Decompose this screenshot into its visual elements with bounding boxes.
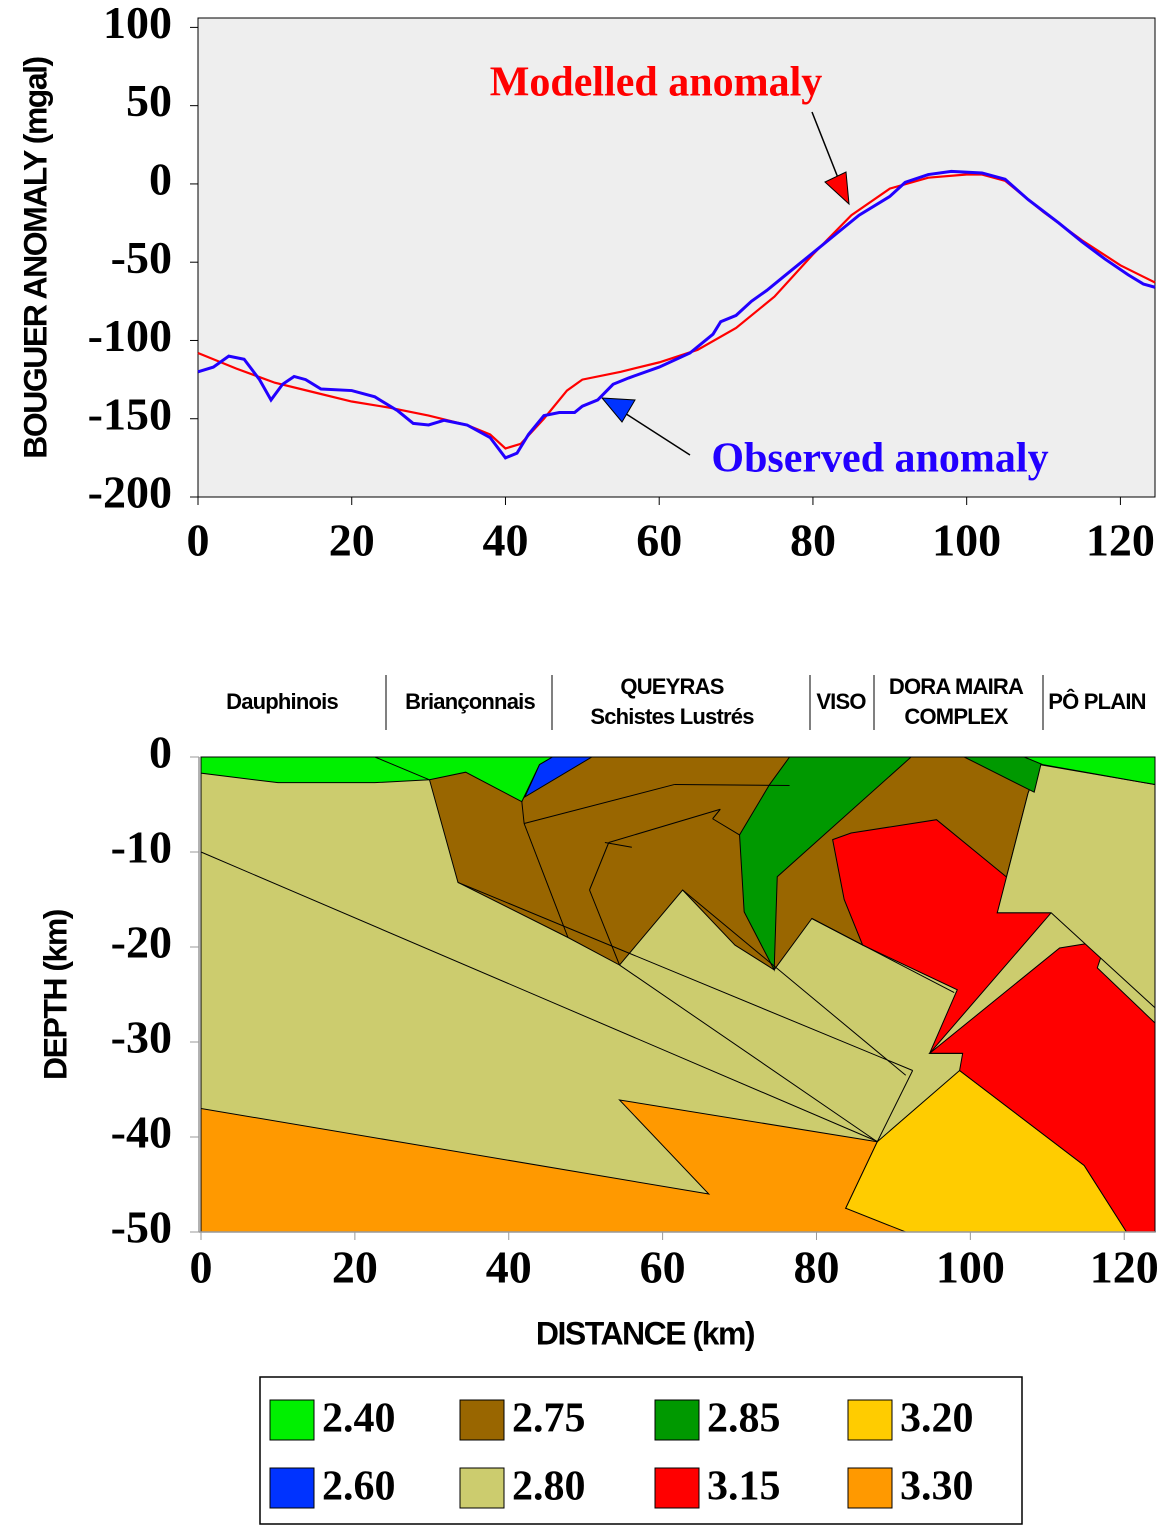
legend-swatch	[654, 1399, 700, 1441]
x-tick-label: 60	[636, 515, 682, 566]
x-tick-label: 80	[790, 515, 836, 566]
annotation: Observed anomaly	[711, 436, 1048, 482]
annotation: Modelled anomaly	[490, 60, 823, 106]
legend-label: 2.40	[322, 1396, 396, 1442]
boundary	[523, 823, 569, 938]
y-tick-label: -150	[88, 388, 172, 439]
x-tick-label: 0	[187, 515, 210, 566]
legend-box	[259, 1376, 1023, 1525]
arrow-head	[600, 397, 636, 423]
x-tick-label: 120	[1086, 515, 1155, 566]
legend-label: 3.20	[900, 1396, 974, 1442]
arrow-head	[824, 171, 850, 206]
rock-body	[523, 756, 594, 799]
boundary	[521, 801, 525, 824]
boundary	[712, 818, 740, 836]
region-label: Dauphinois	[226, 689, 338, 714]
region-label: COMPLEX	[904, 704, 1008, 729]
boundary	[876, 1070, 914, 1142]
y-tick-label: 50	[126, 75, 172, 126]
y-tick-label: -100	[88, 310, 172, 361]
x-tick-label: 80	[793, 1242, 839, 1293]
region-label: PÔ PLAIN	[1048, 689, 1146, 714]
series-line	[197, 169, 1156, 460]
boundary	[608, 808, 721, 843]
boundary	[682, 889, 907, 1076]
rock-body	[739, 756, 913, 972]
legend-swatch	[459, 1399, 505, 1441]
cross-section	[200, 756, 1156, 1233]
y-tick-label: 0	[149, 153, 172, 204]
legend-swatch	[654, 1467, 700, 1509]
legend-label: 3.15	[707, 1464, 781, 1510]
y-axis-title: BOUGUER ANOMALY (mgal)	[17, 56, 53, 458]
region-label: DORA MAIRA	[889, 674, 1024, 699]
y-tick-label: -30	[111, 1012, 172, 1063]
plot-area	[197, 17, 1156, 498]
legend-label: 2.75	[512, 1396, 586, 1442]
legend-swatch	[269, 1467, 315, 1509]
boundary	[374, 756, 430, 781]
y-tick-label: -50	[111, 232, 172, 283]
legend-swatch	[847, 1399, 893, 1441]
x-tick-label: 20	[329, 515, 375, 566]
legend-swatch	[269, 1399, 315, 1441]
annotation-arrow	[811, 111, 843, 189]
series-line	[197, 173, 1156, 450]
y-axis-title: DEPTH (km)	[37, 909, 73, 1080]
rock-body	[1024, 756, 1156, 786]
y-tick-label: -20	[111, 917, 172, 968]
region-label: VISO	[816, 689, 866, 714]
y-tick-label: -10	[111, 822, 172, 873]
y-tick-label: -200	[88, 467, 172, 518]
region-label: QUEYRAS	[620, 674, 723, 699]
y-tick-label: 0	[149, 727, 172, 778]
x-tick-label: 40	[482, 515, 528, 566]
boundary	[589, 842, 610, 891]
boundary	[604, 842, 632, 848]
boundary	[674, 784, 790, 786]
boundary	[619, 964, 878, 1143]
x-tick-label: 0	[190, 1242, 213, 1293]
x-tick-label: 120	[1090, 1242, 1159, 1293]
region-label: Schistes Lustrés	[590, 704, 754, 729]
x-tick-label: 100	[932, 515, 1001, 566]
y-tick-label: -50	[111, 1202, 172, 1253]
x-axis-title: DISTANCE (km)	[536, 1315, 755, 1351]
annotation-arrow	[619, 409, 691, 456]
y-tick-label: -40	[111, 1107, 172, 1158]
boundary	[589, 889, 620, 966]
legend-label: 2.60	[322, 1464, 396, 1510]
boundary	[524, 784, 675, 824]
legend-swatch	[459, 1467, 505, 1509]
boundary	[811, 918, 955, 994]
boundary	[712, 808, 721, 820]
legend-swatch	[847, 1467, 893, 1509]
legend-label: 2.80	[512, 1464, 586, 1510]
x-tick-label: 100	[936, 1242, 1005, 1293]
y-tick-label: 100	[103, 0, 172, 48]
x-tick-label: 60	[640, 1242, 686, 1293]
region-label: Briançonnais	[405, 689, 535, 714]
legend-label: 3.30	[900, 1464, 974, 1510]
legend-label: 2.85	[707, 1396, 781, 1442]
x-tick-label: 40	[486, 1242, 532, 1293]
boundary	[457, 881, 913, 1071]
boundary	[200, 851, 879, 1143]
x-tick-label: 20	[332, 1242, 378, 1293]
rock-body	[963, 756, 1044, 793]
